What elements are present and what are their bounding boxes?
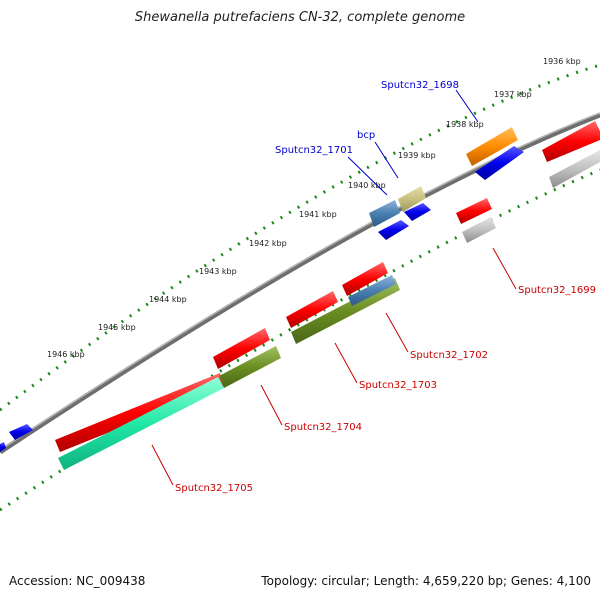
gene-label[interactable]: Sputcn32_1701: [275, 145, 353, 156]
gene-arrow[interactable]: [378, 220, 409, 240]
gene-block[interactable]: [55, 373, 225, 452]
gene-arrow[interactable]: [404, 203, 431, 221]
tick-label: 1946 kbp: [47, 350, 85, 359]
gene-block[interactable]: [342, 262, 388, 296]
reverse-strand-genes: [55, 121, 600, 470]
gene-block[interactable]: [219, 346, 281, 388]
leader-line: [334, 342, 358, 384]
outer-tick-track: [0, 63, 600, 412]
leader-line: [347, 156, 388, 196]
tick-label: 1939 kbp: [398, 151, 436, 160]
accession-text: Accession: NC_009438: [9, 574, 146, 588]
genome-summary-text: Topology: circular; Length: 4,659,220 bp…: [261, 574, 591, 588]
gene-block[interactable]: [542, 121, 600, 162]
gene-label[interactable]: Sputcn32_1704: [284, 422, 362, 433]
genome-backbone: [0, 112, 600, 455]
gene-block[interactable]: [456, 198, 492, 224]
gene-block[interactable]: [398, 186, 426, 212]
genome-backbone-highlight: [0, 112, 600, 451]
leader-line: [260, 384, 283, 426]
leader-line: [455, 89, 479, 123]
forward-strand-genes: [0, 127, 524, 452]
map-title: Shewanella putrefaciens CN-32, complete …: [134, 10, 466, 25]
tick-label: 1938 kbp: [446, 120, 484, 129]
tick-label: 1944 kbp: [149, 295, 187, 304]
gene-block[interactable]: [369, 200, 400, 227]
gene-label[interactable]: Sputcn32_1702: [410, 350, 488, 361]
tick-label: 1940 kbp: [348, 181, 386, 190]
gene-label[interactable]: Sputcn32_1698: [381, 80, 459, 91]
gene-block[interactable]: [286, 291, 338, 328]
tick-label: 1942 kbp: [249, 239, 287, 248]
leader-line: [492, 247, 517, 290]
tick-label: 1943 kbp: [199, 267, 237, 276]
leader-line: [151, 444, 174, 486]
tick-label: 1945 kbp: [98, 323, 136, 332]
gene-block[interactable]: [549, 150, 600, 188]
tick-label: 1941 kbp: [299, 210, 337, 219]
leader-line: [385, 312, 409, 353]
gene-label[interactable]: Sputcn32_1699: [518, 285, 596, 296]
gene-block[interactable]: [462, 217, 496, 243]
leader-line: [374, 141, 399, 179]
gene-arrow[interactable]: [475, 146, 524, 180]
gene-label[interactable]: Sputcn32_1705: [175, 483, 253, 494]
gene-block[interactable]: [348, 275, 396, 306]
gene-block[interactable]: [213, 328, 270, 369]
gene-block[interactable]: [466, 127, 518, 166]
tick-label: 1936 kbp: [543, 57, 581, 66]
inner-tick-track: [0, 168, 600, 512]
gene-label[interactable]: bcp: [357, 130, 375, 141]
gene-arrow[interactable]: [0, 442, 6, 452]
gene-block[interactable]: [58, 377, 224, 470]
gene-label[interactable]: Sputcn32_1703: [359, 380, 437, 391]
tick-label: 1937 kbp: [494, 90, 532, 99]
gene-arrow[interactable]: [9, 424, 33, 440]
